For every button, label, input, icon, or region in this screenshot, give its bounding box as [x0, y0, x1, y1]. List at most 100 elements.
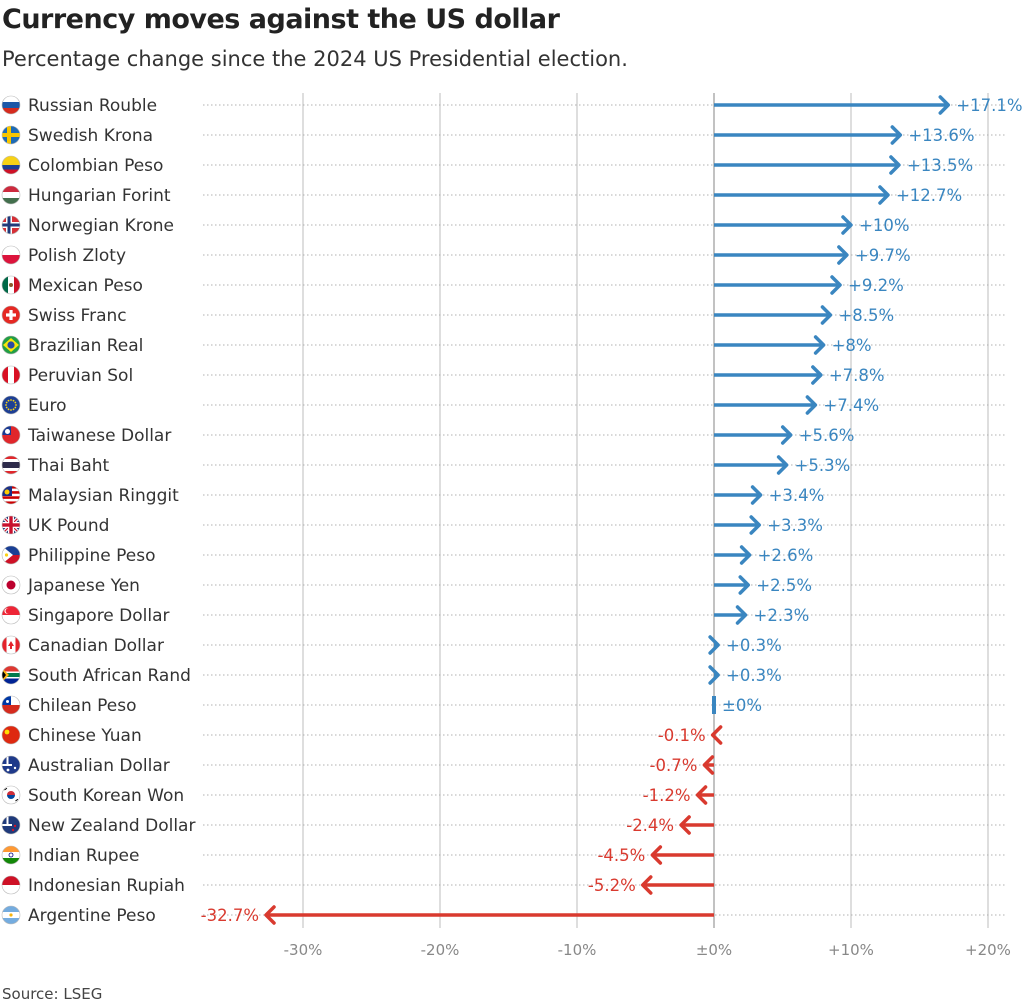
category-label: Philippine Peso	[28, 546, 156, 566]
china-flag-icon	[1, 725, 21, 745]
switzerland-flag-icon	[1, 305, 21, 325]
bar-mark	[650, 845, 714, 865]
malaysia-flag-icon	[1, 485, 21, 505]
bar-mark	[714, 215, 853, 235]
x-tick-label: -10%	[558, 941, 597, 959]
bar-mark	[695, 785, 714, 805]
x-tick-label: +20%	[965, 941, 1011, 959]
category-label: Argentine Peso	[28, 906, 156, 926]
bar-mark	[641, 875, 714, 895]
data-label: +3.4%	[769, 486, 825, 505]
data-label: +9.7%	[855, 246, 911, 265]
data-label: +5.3%	[795, 456, 851, 475]
category-label: South African Rand	[28, 666, 191, 686]
data-label: +2.3%	[754, 606, 810, 625]
norway-flag-icon	[1, 215, 21, 235]
category-label: Indonesian Rupiah	[28, 876, 185, 896]
category-label: Chilean Peso	[28, 696, 137, 716]
category-label: Brazilian Real	[28, 336, 143, 356]
bar-mark	[714, 575, 750, 595]
source-note: Source: LSEG	[2, 985, 103, 1003]
x-tick-label: -30%	[284, 941, 323, 959]
category-label: Japanese Yen	[27, 576, 140, 596]
bar-mark	[714, 455, 789, 475]
bar-mark	[708, 665, 720, 685]
brazil-flag-icon	[1, 335, 21, 355]
bar-mark	[714, 155, 901, 175]
bar-mark	[710, 725, 723, 745]
data-label: +13.6%	[908, 126, 974, 145]
bar-mark	[264, 905, 714, 925]
data-label: +7.4%	[823, 396, 879, 415]
bar-mark	[714, 245, 849, 265]
data-label: +17.1%	[956, 96, 1022, 115]
data-label: -1.2%	[643, 786, 691, 805]
data-label: +2.6%	[758, 546, 814, 565]
category-label: Russian Rouble	[28, 96, 157, 116]
x-tick-label: +10%	[828, 941, 874, 959]
category-label: Norwegian Krone	[28, 216, 174, 236]
chile-flag-icon	[1, 695, 21, 715]
category-label: Malaysian Ringgit	[28, 486, 179, 506]
indonesia-flag-icon	[1, 875, 21, 895]
data-label: +12.7%	[896, 186, 962, 205]
chart-subtitle: Percentage change since the 2024 US Pres…	[2, 47, 628, 71]
data-label: -2.4%	[626, 816, 674, 835]
category-label: Polish Zloty	[28, 246, 126, 266]
data-label: +8%	[832, 336, 872, 355]
category-label: Australian Dollar	[28, 756, 170, 776]
category-label: Thai Baht	[27, 456, 110, 476]
data-label: -0.1%	[658, 726, 706, 745]
category-label: Hungarian Forint	[28, 186, 171, 206]
bar-mark	[714, 395, 818, 415]
bar-mark	[714, 485, 763, 505]
bar-mark	[702, 755, 715, 775]
singapore-flag-icon	[1, 605, 21, 625]
bar-mark	[714, 605, 748, 625]
category-label: Canadian Dollar	[28, 636, 164, 656]
eu-flag-icon	[1, 395, 21, 415]
hungary-flag-icon	[1, 185, 21, 205]
new-zealand-flag-icon	[1, 815, 21, 835]
bar-mark	[679, 815, 714, 835]
canada-flag-icon	[1, 635, 21, 655]
category-label: Peruvian Sol	[28, 366, 133, 386]
australia-flag-icon	[1, 755, 21, 775]
mexico-flag-icon	[1, 275, 21, 295]
bar-mark	[714, 125, 903, 145]
bar-mark	[714, 305, 833, 325]
category-label: UK Pound	[28, 516, 109, 536]
data-label: +2.5%	[756, 576, 812, 595]
taiwan-flag-icon	[1, 425, 21, 445]
data-label: +8.5%	[838, 306, 894, 325]
thailand-flag-icon	[1, 455, 21, 475]
data-label: +7.8%	[829, 366, 885, 385]
x-tick-label: ±0%	[696, 941, 732, 959]
x-tick-label: -20%	[421, 941, 460, 959]
bar-mark	[714, 275, 842, 295]
argentina-flag-icon	[1, 905, 21, 925]
india-flag-icon	[1, 845, 21, 865]
south-africa-flag-icon	[1, 665, 21, 685]
data-label: -5.2%	[588, 876, 636, 895]
category-label: South Korean Won	[28, 786, 184, 806]
category-label: Chinese Yuan	[28, 726, 142, 746]
data-label: -4.5%	[597, 846, 645, 865]
data-label: +3.3%	[767, 516, 823, 535]
bar-mark	[708, 635, 720, 655]
category-label: Colombian Peso	[28, 156, 163, 176]
category-label: Singapore Dollar	[28, 606, 170, 626]
data-label: +9.2%	[848, 276, 904, 295]
bar-mark	[714, 185, 890, 205]
colombia-flag-icon	[1, 155, 21, 175]
peru-flag-icon	[1, 365, 21, 385]
category-label: New Zealand Dollar	[28, 816, 195, 836]
category-label: Swedish Krona	[28, 126, 153, 146]
category-label: Mexican Peso	[28, 276, 143, 296]
category-label: Taiwanese Dollar	[27, 426, 171, 446]
bar-mark	[714, 515, 761, 535]
sweden-flag-icon	[1, 125, 21, 145]
bar-mark	[712, 696, 716, 714]
data-label: +5.6%	[799, 426, 855, 445]
